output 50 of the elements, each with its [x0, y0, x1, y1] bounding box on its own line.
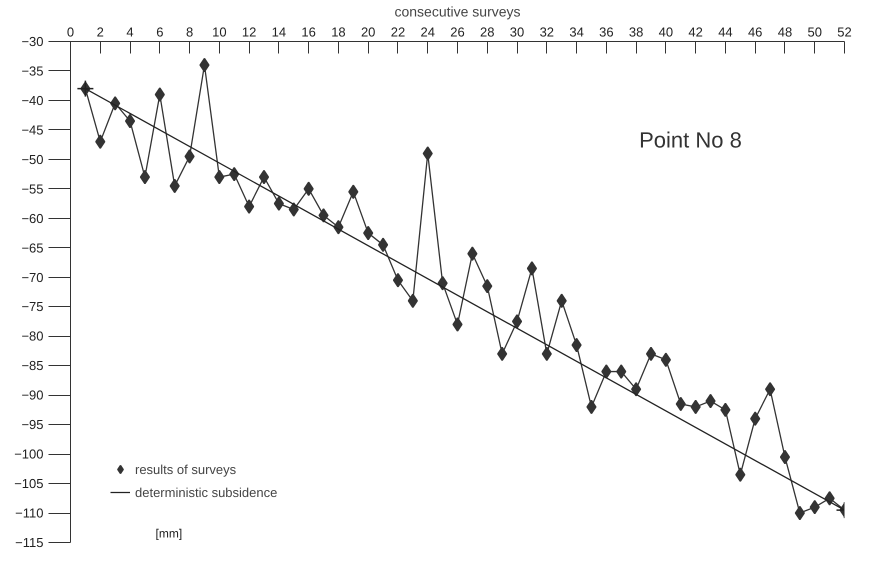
x-tick-label: 10 [212, 24, 227, 40]
x-tick-label: 14 [272, 24, 286, 40]
y-tick-label: −110 [15, 506, 44, 521]
x-tick-label: 0 [66, 24, 74, 40]
x-tick-label: 30 [510, 24, 524, 40]
y-tick-label: −95 [21, 417, 44, 432]
x-tick-label: 46 [748, 24, 762, 40]
x-tick-label: 34 [569, 24, 584, 40]
x-tick-label: 44 [718, 24, 733, 40]
y-tick-label: −40 [21, 92, 44, 108]
y-tick-label: −100 [14, 446, 44, 462]
y-tick-label: −115 [15, 535, 44, 550]
x-tick-label: 42 [688, 24, 703, 40]
y-tick-label: −35 [21, 63, 44, 78]
x-tick-label: 38 [628, 24, 644, 40]
y-tick-label: −45 [21, 122, 44, 138]
x-tick-label: 40 [658, 24, 674, 40]
x-tick-label: 52 [837, 24, 852, 40]
y-axis-title: [mm] [156, 526, 182, 540]
y-tick-label: −50 [21, 152, 44, 167]
x-tick-label: 8 [186, 24, 194, 40]
y-tick-label: −55 [21, 181, 44, 196]
y-tick-label: −85 [21, 358, 44, 374]
y-tick-label: −60 [21, 210, 44, 226]
y-tick-label: −30 [21, 34, 44, 49]
text: Point No 8 [639, 128, 742, 152]
x-tick-label: 50 [808, 24, 822, 40]
x-tick-label: 6 [156, 24, 164, 40]
x-tick-label: 22 [390, 24, 406, 40]
y-tick-label: −70 [21, 270, 44, 285]
y-tick-label: −80 [21, 328, 44, 344]
legend-label: results of surveys [135, 462, 236, 476]
x-tick-label: 32 [540, 24, 554, 40]
x-tick-label: 24 [420, 24, 435, 40]
x-tick-label: 36 [599, 24, 614, 40]
y-tick-label: −90 [21, 388, 44, 403]
x-tick-label: 12 [242, 24, 256, 40]
y-tick-label: −65 [21, 240, 44, 256]
legend-label: deterministic subsidence [135, 484, 278, 500]
x-tick-label: 4 [126, 24, 134, 40]
x-axis-title: consecutive surveys [394, 4, 521, 20]
y-tick-label: −105 [14, 476, 44, 492]
x-tick-label: 20 [360, 24, 376, 40]
x-tick-label: 18 [331, 24, 346, 40]
x-tick-label: 48 [778, 24, 792, 40]
x-tick-label: 16 [301, 24, 316, 40]
x-tick-label: 2 [96, 24, 104, 40]
y-tick-label: −75 [21, 299, 44, 314]
x-tick-label: 26 [450, 24, 465, 40]
x-tick-label: 28 [480, 24, 495, 40]
